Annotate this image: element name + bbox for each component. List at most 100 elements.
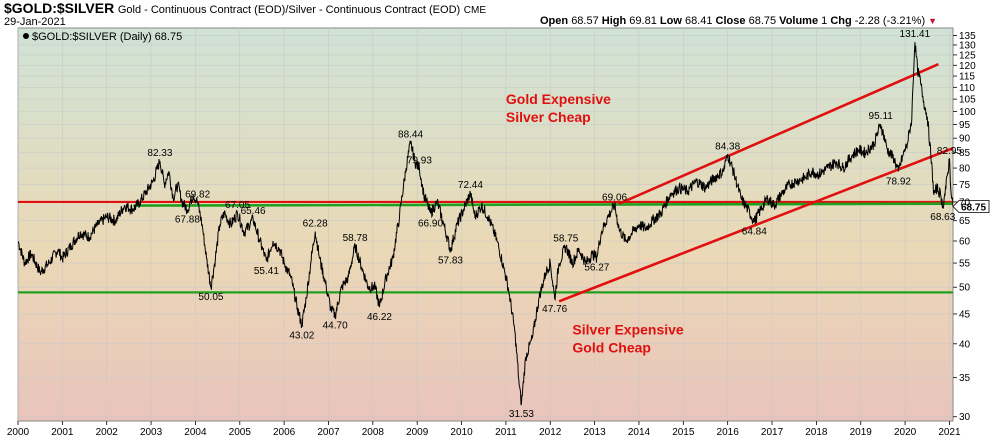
chg-label: Chg [830,15,852,27]
data-label: 57.83 [438,255,463,266]
x-tick-label: 2020 [894,427,917,438]
zone-annotation: Gold Cheap [572,339,651,355]
legend-label: $GOLD:$SILVER (Daily) 68.75 [32,31,182,43]
x-tick-label: 2001 [51,427,74,438]
x-tick-label: 2021 [938,427,961,438]
data-label: 58.75 [553,233,578,244]
data-label: 67.05 [225,200,250,211]
high-label: High [601,15,627,27]
symbol-description: Gold - Continuous Contract (EOD)/Silver … [117,4,461,16]
data-label: 50.05 [198,292,223,303]
grid-layer [17,28,953,421]
open-value: 68.57 [571,15,599,27]
y-tick-label: 95 [959,120,971,131]
low-value: 68.41 [684,15,713,27]
reference-lines [18,63,953,303]
data-label: 69.06 [602,192,627,203]
green-trend-line [133,202,953,207]
x-tick-label: 2013 [583,427,606,438]
header-date: 29-Jan-2021 [4,16,66,28]
x-tick-label: 2005 [229,427,252,438]
y-tick-label: 70 [959,197,971,208]
ohlc-summary: Open 68.57 High 69.81 Low 68.41 Close 68… [540,15,937,27]
x-tick-label: 2002 [96,427,119,438]
legend: $GOLD:$SILVER (Daily) 68.75 [23,31,182,43]
exchange-label: CME [463,5,487,16]
y-tick-label: 125 [959,50,976,61]
symbol-title: $GOLD:$SILVER [4,0,115,16]
y-tick-label: 80 [959,164,971,175]
x-tick-label: 2004 [184,427,207,438]
data-label: 44.70 [323,321,348,332]
data-label: 31.53 [509,409,534,420]
close-value: 68.75 [748,15,777,27]
y-tick-label: 100 [959,107,976,118]
y-tick-label: 90 [959,134,971,145]
data-label: 68.63 [930,212,955,223]
x-tick-label: 2000 [7,427,30,438]
y-tick-label: 60 [959,237,971,248]
high-value: 69.81 [629,15,657,27]
x-tick-label: 2019 [850,427,873,438]
y-tick-label: 110 [959,83,975,94]
x-tick-label: 2015 [672,427,695,438]
data-label: 95.11 [869,111,894,122]
data-label: 84.38 [715,142,740,153]
x-tick-label: 2010 [450,427,473,438]
data-label: 47.76 [542,304,567,315]
data-label: 69.82 [185,190,210,201]
data-label: 56.27 [584,262,609,273]
x-tick-label: 2012 [539,427,562,438]
close-label: Close [715,15,746,27]
y-tick-label: 50 [959,283,971,294]
x-tick-label: 2016 [717,427,740,438]
triangle-down-icon: ▼ [928,16,938,26]
data-label: 55.41 [254,266,279,277]
last-value-box [952,200,990,213]
data-label: 43.02 [289,330,314,341]
y-axis: 30 35 40 45 50 55 60 65 70 75 80 85 90 95 100105110115… [953,31,976,423]
y-tick-label: 55 [959,259,971,270]
chg-value: -2.28 (-3.21%) [854,15,926,27]
data-label: 72.44 [458,180,483,191]
y-tick-label: 85 [959,148,971,159]
series-layer [18,42,953,406]
x-tick-label: 2017 [761,427,784,438]
x-tick-label: 2003 [140,427,163,438]
data-label: 64.84 [742,226,767,237]
data-label: 79.93 [407,155,432,166]
y-tick-label: 45 [959,309,971,320]
x-tick-label: 2006 [273,427,296,438]
ratio-series-line [18,42,953,406]
zone-annotation: Gold Expensive [506,91,611,107]
data-label: 82.33 [147,148,172,159]
y-tick-label: 75 [959,180,971,191]
x-tick-label: 2018 [805,427,828,438]
low-label: Low [659,15,682,27]
y-tick-label: 35 [959,373,971,384]
open-label: Open [540,15,569,27]
x-axis: 2000 2001 2002 2003 2004 2005 2006 2007 2008 2009… [7,421,961,438]
data-label: 78.92 [886,177,911,188]
last-value-label: 68.75 [961,202,986,213]
y-tick-label: 40 [959,339,971,350]
channel-trend-line [618,63,939,205]
x-tick-label: 2011 [495,427,517,438]
data-label: 67.88 [175,215,200,226]
data-label: 46.22 [367,312,392,323]
data-label: 58.78 [343,233,368,244]
x-tick-label: 2008 [362,427,385,438]
volume-value: 1 [821,15,828,27]
y-tick-label: 130 [959,40,976,51]
x-tick-label: 2007 [317,427,340,438]
y-tick-label: 135 [959,31,976,42]
legend-dot-icon [23,33,29,39]
data-label: 62.28 [303,219,328,230]
x-tick-label: 2014 [628,427,651,438]
header-symbol-line: $GOLD:$SILVER Gold - Continuous Contract… [4,0,486,16]
data-label: 88.44 [398,130,423,141]
data-label: 66.90 [418,218,443,229]
volume-label: Volume [779,15,819,27]
